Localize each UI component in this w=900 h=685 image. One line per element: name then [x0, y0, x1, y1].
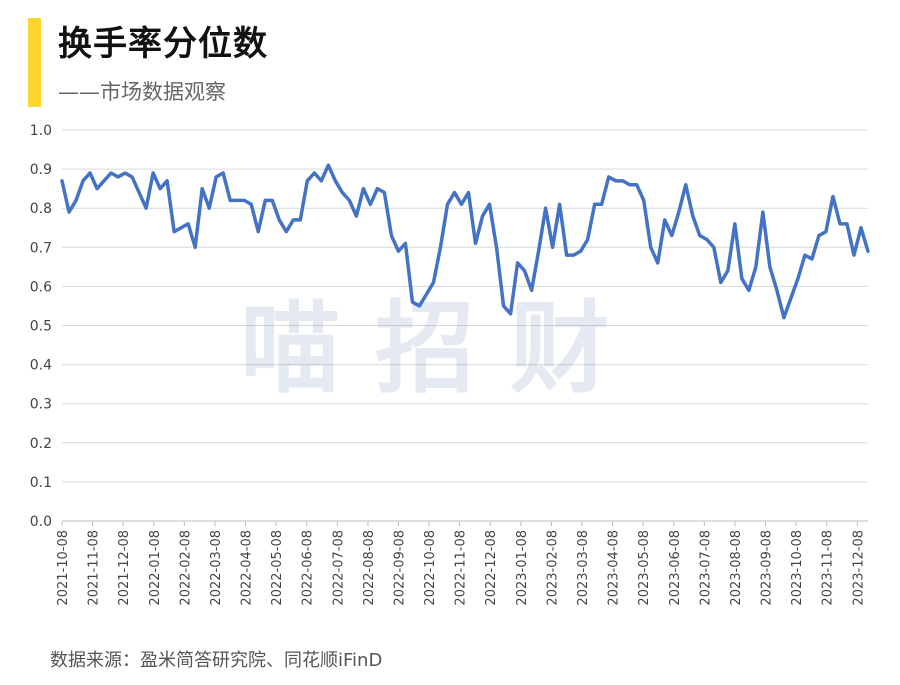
x-tick-label: 2022-12-08	[484, 530, 499, 606]
x-tick-label: 2023-09-08	[760, 530, 775, 606]
x-tick-label: 2022-09-08	[392, 530, 407, 606]
x-tick-label: 2022-10-08	[423, 530, 438, 606]
x-tick-label: 2022-11-08	[454, 530, 469, 606]
x-tick-label: 2023-03-08	[576, 530, 591, 606]
y-tick-label: 0.9	[30, 162, 52, 178]
data-source-note: 数据来源：盈米简答研究院、同花顺iFinD	[50, 650, 383, 671]
y-tick-label: 0.4	[30, 358, 52, 374]
x-axis-ticks: 2021-10-08 2021-11-08 2021-12-08 2022-01-08…	[56, 521, 866, 606]
y-tick-label: 1.0	[30, 123, 52, 139]
y-tick-label: 0.5	[30, 319, 52, 335]
x-tick-label: 2022-07-08	[331, 530, 346, 606]
y-tick-label: 0.8	[30, 201, 52, 217]
x-tick-label: 2023-01-08	[515, 530, 530, 606]
page-title: 换手率分位数	[58, 24, 268, 64]
x-tick-label: 2023-07-08	[698, 530, 713, 606]
series-line	[60, 163, 870, 320]
x-tick-label: 2021-11-08	[87, 530, 102, 606]
x-tick-label: 2023-10-08	[790, 530, 805, 606]
x-tick-label: 2022-03-08	[209, 530, 224, 606]
x-tick-label: 2021-10-08	[56, 530, 71, 606]
x-tick-label: 2022-04-08	[240, 530, 255, 606]
x-tick-label: 2021-12-08	[117, 530, 132, 606]
x-tick-label: 2023-05-08	[637, 530, 652, 606]
x-tick-label: 2022-05-08	[270, 530, 285, 606]
y-axis-ticks: 0.0 0.1 0.2 0.3 0.4 0.5 0.6 0.7 0.8 0.9 1.0	[30, 123, 52, 530]
y-tick-label: 0.3	[30, 397, 52, 413]
y-tick-label: 0.0	[30, 514, 52, 530]
y-tick-label: 0.1	[30, 475, 52, 491]
y-tick-label: 0.2	[30, 436, 52, 452]
title-accent-bar	[28, 18, 41, 107]
page-subtitle: ——市场数据观察	[58, 80, 226, 104]
x-tick-label: 2022-08-08	[362, 530, 377, 606]
watermark-text: 喵 招 财	[240, 290, 610, 407]
x-tick-label: 2022-01-08	[148, 530, 163, 606]
x-tick-label: 2023-11-08	[821, 530, 836, 606]
y-tick-label: 0.7	[30, 240, 52, 256]
x-tick-label: 2023-12-08	[851, 530, 866, 606]
y-tick-label: 0.6	[30, 279, 52, 295]
x-tick-label: 2022-02-08	[178, 530, 193, 606]
x-tick-label: 2023-08-08	[729, 530, 744, 606]
x-tick-label: 2023-04-08	[607, 530, 622, 606]
x-tick-label: 2023-02-08	[545, 530, 560, 606]
x-tick-label: 2023-06-08	[668, 530, 683, 606]
x-tick-label: 2022-06-08	[301, 530, 316, 606]
